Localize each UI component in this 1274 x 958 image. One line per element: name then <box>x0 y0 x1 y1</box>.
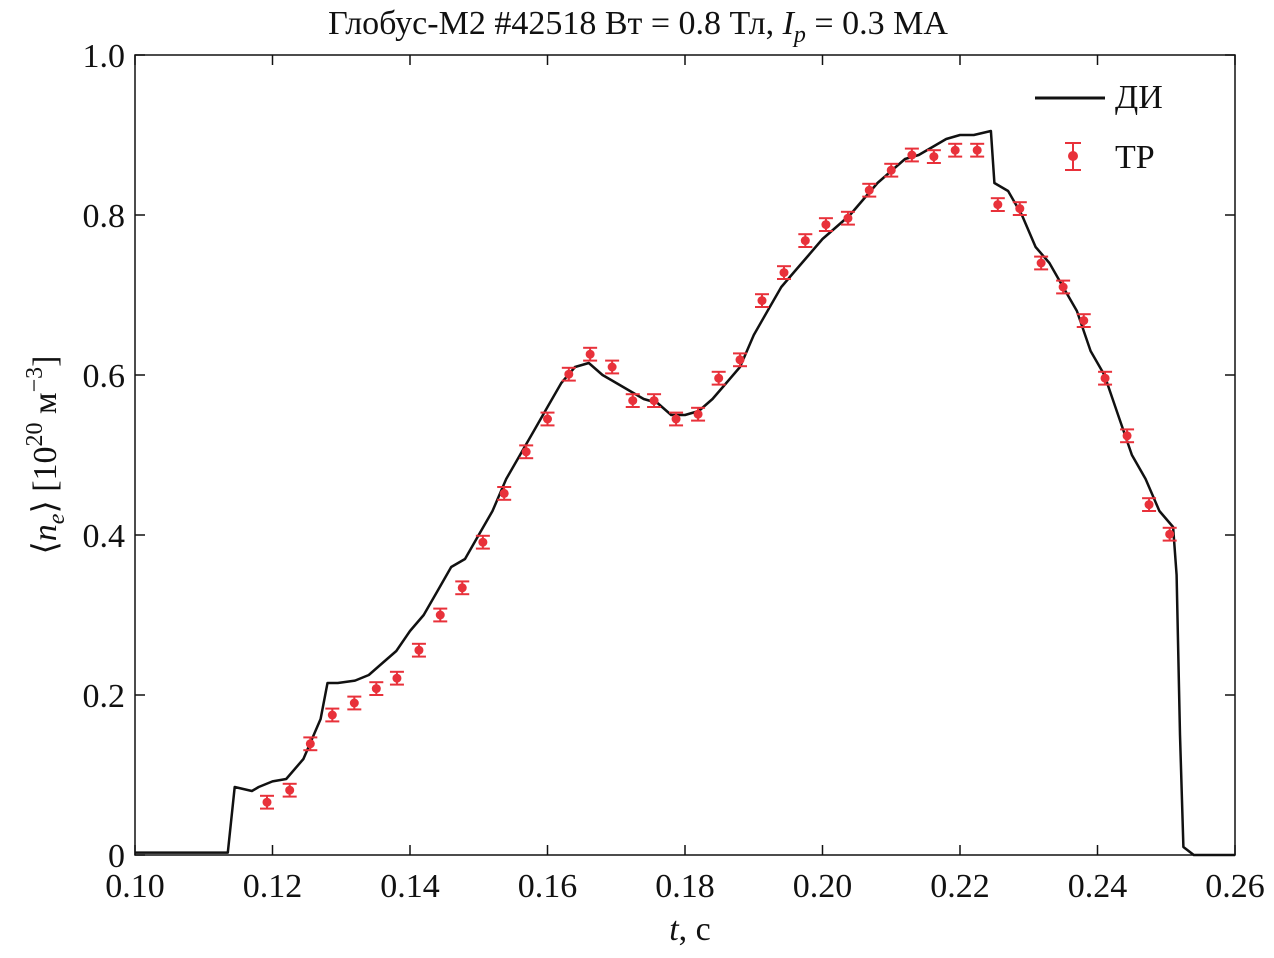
tr-point <box>433 607 448 623</box>
x-tick-label: 0.24 <box>1068 868 1128 905</box>
tr-point <box>347 695 362 711</box>
tr-point <box>475 534 490 550</box>
y-tick-label: 0.4 <box>83 518 126 555</box>
tr-point <box>325 707 340 723</box>
tr-point <box>540 411 555 427</box>
x-tick-label: 0.22 <box>930 868 990 905</box>
tr-point <box>669 411 684 427</box>
tr-point <box>1162 526 1177 542</box>
series-di-line <box>135 129 1235 857</box>
tr-point <box>1142 497 1157 512</box>
tr-point <box>1034 255 1049 271</box>
tr-point <box>389 670 404 686</box>
tr-point <box>497 486 512 501</box>
y-tick-label: 0 <box>108 838 125 875</box>
tr-point <box>970 142 985 158</box>
tr-point <box>862 182 877 198</box>
tr-point <box>260 794 274 810</box>
tr-point <box>777 265 791 280</box>
tr-point <box>904 147 919 163</box>
x-tick-label: 0.12 <box>243 868 303 905</box>
tr-point <box>840 210 855 226</box>
tr-point <box>711 370 726 386</box>
tr-point <box>605 359 620 375</box>
legend-label-di: ДИ <box>1115 79 1163 116</box>
plot-frame <box>134 54 1236 856</box>
tr-point <box>1056 279 1071 295</box>
y-tick-label: 1.0 <box>83 38 126 75</box>
x-tick-label: 0.18 <box>655 868 715 905</box>
legend: ДИ ТР <box>1035 79 1163 176</box>
tr-point <box>990 197 1005 212</box>
y-tick-label: 0.6 <box>83 358 126 395</box>
x-tick-label: 0.26 <box>1205 868 1265 905</box>
x-tick-label: 0.10 <box>105 868 165 905</box>
x-tick-label: 0.16 <box>518 868 578 905</box>
tr-point <box>733 352 747 368</box>
y-axis-label: ⟨ne⟩ [1020 м−3] <box>22 356 70 555</box>
y-tick-label: 0.8 <box>83 198 126 235</box>
tr-point <box>1098 370 1113 386</box>
legend-label-tr: ТР <box>1115 139 1155 176</box>
tr-point <box>583 346 598 362</box>
tr-point <box>1120 428 1135 444</box>
tr-point <box>884 162 899 178</box>
tr-point <box>369 681 384 696</box>
tr-point <box>755 293 769 308</box>
tr-point <box>647 393 662 408</box>
tr-point <box>691 406 706 422</box>
y-tick-label: 0.2 <box>83 678 126 715</box>
tr-point <box>818 217 833 232</box>
tr-point <box>303 736 318 752</box>
tr-point <box>455 580 470 596</box>
tr-point <box>625 393 640 408</box>
tr-point <box>1076 313 1091 328</box>
tr-point <box>561 366 576 382</box>
chart-title: Глобус-М2 #42518 Bт = 0.8 Тл, Ip = 0.3 М… <box>328 5 948 48</box>
tr-point <box>282 782 297 798</box>
tr-point <box>1012 201 1027 216</box>
tr-point <box>411 642 426 658</box>
tr-point <box>519 444 534 460</box>
x-tick-label: 0.14 <box>380 868 440 905</box>
x-axis-label: t, с <box>669 911 711 948</box>
x-tick-label: 0.20 <box>793 868 853 905</box>
tr-point <box>798 233 813 248</box>
tr-point <box>948 142 963 158</box>
tr-point <box>926 149 941 164</box>
